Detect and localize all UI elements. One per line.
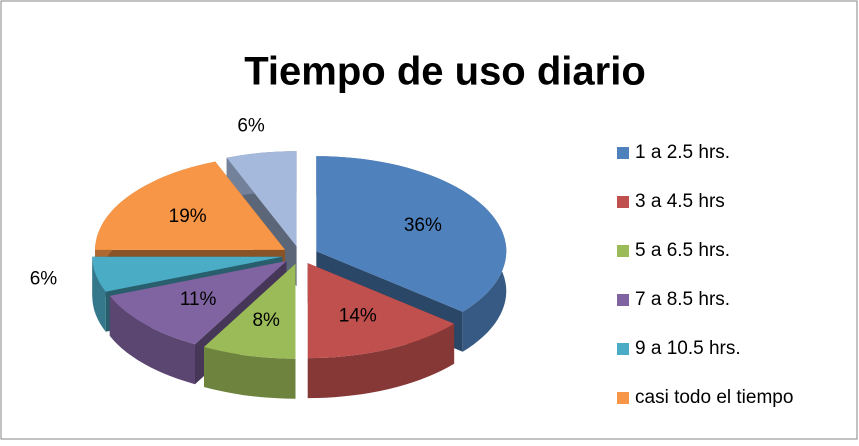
legend-swatch xyxy=(617,245,629,257)
data-label: 19% xyxy=(169,206,207,227)
slice-top xyxy=(204,263,296,359)
legend-swatch xyxy=(617,392,629,404)
slice-side xyxy=(307,323,455,399)
slice-side xyxy=(109,295,195,385)
legend-label: 9 a 10.5 hrs. xyxy=(635,338,741,359)
legend-label: 3 a 4.5 hrs xyxy=(635,191,725,212)
slice-top xyxy=(95,161,286,250)
slice-top xyxy=(226,151,297,247)
legend-label: casi todo el tiempo xyxy=(635,387,793,408)
legend-swatch xyxy=(617,294,629,306)
legend-label: 7 a 8.5 hrs. xyxy=(635,289,730,310)
slice xyxy=(204,263,296,399)
data-label: 14% xyxy=(339,305,377,326)
legend-swatch xyxy=(617,196,629,208)
slice xyxy=(307,263,455,399)
chart-title: Tiempo de uso diario xyxy=(244,50,646,94)
slice-side xyxy=(204,347,296,399)
data-label: 36% xyxy=(404,215,442,236)
data-label: 6% xyxy=(30,268,58,289)
legend-swatch xyxy=(617,343,629,355)
slice-top xyxy=(316,156,507,312)
data-label: 8% xyxy=(252,310,280,331)
slice-top xyxy=(307,263,455,359)
data-label: 6% xyxy=(237,116,265,137)
slice-top xyxy=(92,256,283,292)
legend-label: 5 a 6.5 hrs. xyxy=(635,240,730,261)
legend-swatch xyxy=(617,147,629,159)
slice-side xyxy=(92,256,106,332)
slice-top xyxy=(109,261,287,345)
legend-label: 1 a 2.5 hrs. xyxy=(635,142,730,163)
data-label: 11% xyxy=(180,289,217,310)
